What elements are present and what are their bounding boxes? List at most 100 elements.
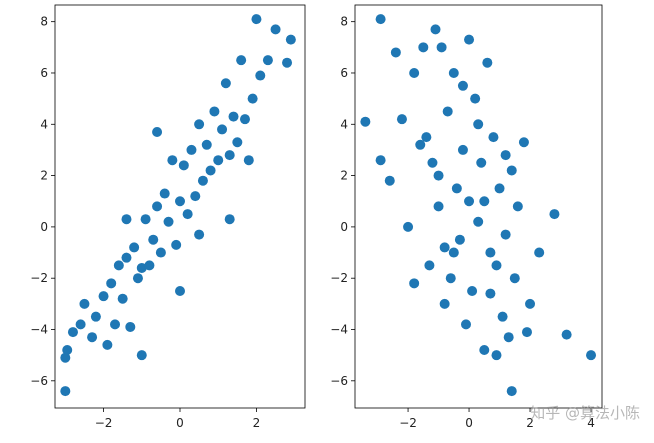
scatter-point xyxy=(409,278,420,289)
scatter-point xyxy=(506,386,517,397)
scatter-point xyxy=(110,319,121,330)
scatter-point xyxy=(152,126,163,137)
scatter-point xyxy=(155,247,166,258)
scatter-point xyxy=(232,137,243,148)
scatter-point xyxy=(390,47,401,58)
scatter-point xyxy=(197,175,208,186)
scatter-point xyxy=(479,196,490,207)
scatter-point xyxy=(205,165,216,176)
scatter-point xyxy=(418,42,429,53)
scatter-point xyxy=(509,273,520,284)
scatter-point xyxy=(228,111,239,122)
scatter-point xyxy=(136,262,147,273)
scatter-point xyxy=(439,298,450,309)
scatter-point xyxy=(282,57,293,68)
scatter-point xyxy=(479,345,490,356)
scatter-point xyxy=(182,209,193,220)
scatter-point xyxy=(470,93,481,104)
scatter-point xyxy=(90,311,101,322)
y-tick-label: 0 xyxy=(40,220,48,234)
scatter-point xyxy=(403,221,414,232)
y-tick-label: 0 xyxy=(340,220,348,234)
y-tick-label: 2 xyxy=(340,169,348,183)
scatter-point xyxy=(106,278,117,289)
x-tick-label: 4 xyxy=(587,416,595,430)
y-tick-label: −2 xyxy=(330,271,348,285)
scatter-point xyxy=(224,214,235,225)
y-tick-label: −4 xyxy=(30,323,48,337)
x-tick-label: 0 xyxy=(176,416,184,430)
scatter-point xyxy=(451,183,462,194)
scatter-point xyxy=(439,242,450,253)
scatter-point xyxy=(464,34,475,45)
y-tick-label: −4 xyxy=(330,323,348,337)
scatter-point xyxy=(60,352,71,363)
scatter-point xyxy=(251,14,262,25)
scatter-point xyxy=(561,329,572,340)
scatter-point xyxy=(424,260,435,271)
scatter-point xyxy=(117,293,128,304)
x-tick-label: 0 xyxy=(465,416,473,430)
y-tick-label: 4 xyxy=(340,117,348,131)
y-tick-label: −6 xyxy=(30,374,48,388)
axes-frame xyxy=(354,4,603,409)
scatter-point xyxy=(534,247,545,258)
scatter-point xyxy=(467,286,478,297)
scatter-point xyxy=(503,332,514,343)
scatter-point xyxy=(485,288,496,299)
x-tick-label: 2 xyxy=(253,416,261,430)
scatter-point xyxy=(144,260,155,271)
scatter-point xyxy=(549,209,560,220)
scatter-point xyxy=(87,332,98,343)
scatter-point xyxy=(262,55,273,66)
scatter-point xyxy=(125,321,136,332)
scatter-point xyxy=(239,114,250,125)
scatter-point xyxy=(512,201,523,212)
scatter-point xyxy=(500,229,511,240)
scatter-point xyxy=(220,78,231,89)
scatter-point xyxy=(445,273,456,284)
scatter-point xyxy=(136,350,147,361)
y-tick-label: 8 xyxy=(40,15,48,29)
scatter-point xyxy=(129,242,140,253)
scatter-point xyxy=(270,24,281,35)
scatter-point xyxy=(442,106,453,117)
scatter-point xyxy=(430,24,441,35)
scatter-point xyxy=(167,155,178,166)
scatter-point xyxy=(421,132,432,143)
scatter-point xyxy=(433,170,444,181)
scatter-point xyxy=(415,139,426,150)
scatter-point xyxy=(224,150,235,161)
scatter-point xyxy=(436,42,447,53)
scatter-point xyxy=(190,191,201,202)
scatter-point xyxy=(488,132,499,143)
scatter-point xyxy=(525,298,536,309)
scatter-point xyxy=(121,252,132,263)
scatter-point xyxy=(448,67,459,78)
scatter-point xyxy=(175,196,185,207)
scatter-point xyxy=(360,116,371,127)
scatter-point xyxy=(384,175,395,186)
y-tick-label: 6 xyxy=(40,66,48,80)
y-tick-label: −2 xyxy=(30,271,48,285)
scatter-point xyxy=(482,57,493,68)
scatter-point xyxy=(497,311,508,322)
scatter-point xyxy=(148,234,159,245)
scatter-point xyxy=(201,139,212,150)
scatter-point xyxy=(213,155,224,166)
scatter-point xyxy=(396,114,407,125)
scatter-point xyxy=(285,34,296,45)
scatter-point xyxy=(457,80,468,91)
scatter-point xyxy=(375,14,386,25)
scatter-point xyxy=(247,93,258,104)
scatter-point xyxy=(409,67,420,78)
scatter-point xyxy=(171,239,182,250)
scatter-point xyxy=(236,55,247,66)
scatter-point xyxy=(460,319,471,330)
scatter-point xyxy=(62,345,73,356)
x-tick-label: 2 xyxy=(526,416,534,430)
scatter-point xyxy=(209,106,220,117)
scatter-point xyxy=(243,155,254,166)
scatter-point xyxy=(113,260,124,271)
